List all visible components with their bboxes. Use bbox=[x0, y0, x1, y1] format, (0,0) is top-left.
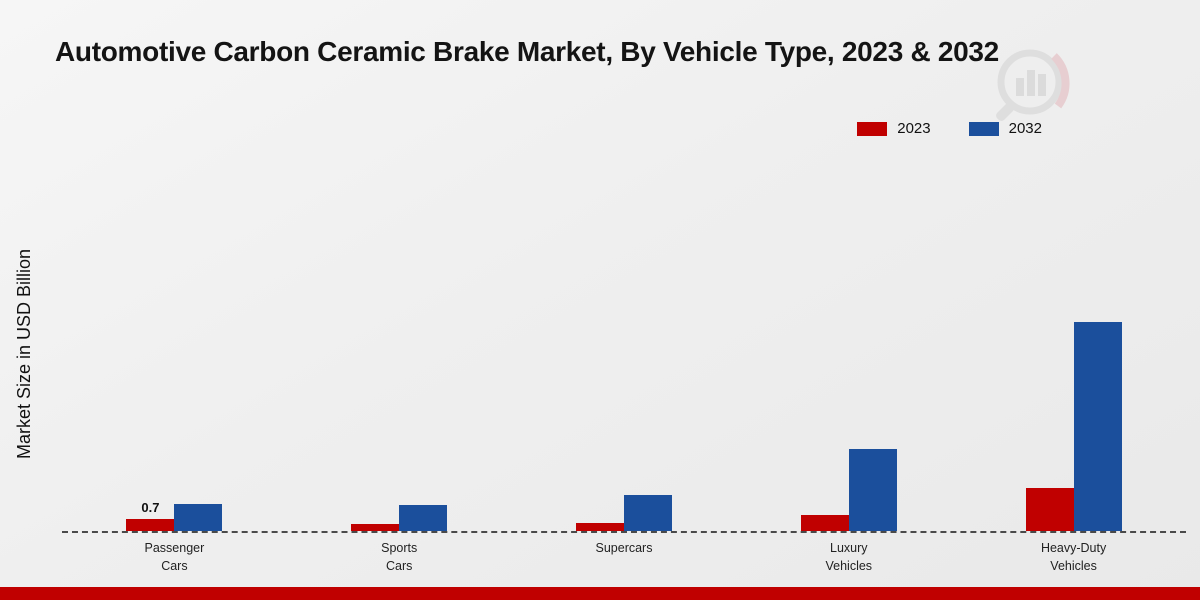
category-label-0: Passenger Cars bbox=[144, 541, 205, 573]
legend-item-2032: 2032 bbox=[968, 120, 1042, 137]
bar-2032-category-4 bbox=[1073, 322, 1122, 531]
category-label-1: Sports Cars bbox=[381, 541, 418, 573]
plot-row: 0.7 bbox=[62, 293, 1186, 533]
legend-item-2023: 2023 bbox=[857, 120, 931, 137]
bar-2032-category-2 bbox=[623, 495, 672, 531]
bar-2023-category-4 bbox=[1025, 488, 1074, 531]
y-axis-label: Market Size in USD Billion bbox=[14, 248, 34, 460]
category-label-4: Heavy-Duty Vehicles bbox=[1040, 541, 1107, 573]
bar-group-2 bbox=[512, 495, 737, 531]
category-label-3: Luxury Vehicles bbox=[825, 541, 873, 573]
plot-area: 0.7 Passenger Cars Sports Cars Supercars Luxu… bbox=[62, 293, 1186, 575]
category-label-2: Supercars bbox=[595, 541, 653, 555]
legend-label-2023: 2023 bbox=[897, 120, 931, 137]
bar-2023-category-3 bbox=[800, 515, 849, 531]
bar-2023-category-1 bbox=[351, 524, 400, 531]
bar-2032-category-3 bbox=[848, 449, 897, 531]
bar-group-4 bbox=[961, 322, 1186, 531]
legend-swatch-2032 bbox=[968, 121, 999, 136]
bar-2032-category-1 bbox=[399, 505, 448, 531]
legend-label-2032: 2032 bbox=[1008, 120, 1042, 137]
category-label-row: Passenger Cars Sports Cars Supercars Luxury Ve… bbox=[62, 533, 1186, 575]
bar-2023-category-0: 0.7 bbox=[126, 500, 175, 531]
legend: 2023 2032 bbox=[857, 120, 1042, 137]
bar-2032-category-0 bbox=[174, 504, 223, 531]
chart-title: Automotive Carbon Ceramic Brake Market, … bbox=[55, 36, 999, 67]
footer-accent-bar bbox=[0, 587, 1200, 600]
bar-group-3 bbox=[736, 449, 961, 531]
bar-group-1 bbox=[287, 505, 512, 531]
bar-value-label: 0.7 bbox=[141, 500, 160, 515]
magnifier-barchart-logo-icon bbox=[996, 49, 1070, 121]
legend-swatch-2023 bbox=[857, 121, 888, 136]
bar-group-0: 0.7 bbox=[62, 500, 287, 531]
bar-2023-category-2 bbox=[575, 523, 624, 531]
